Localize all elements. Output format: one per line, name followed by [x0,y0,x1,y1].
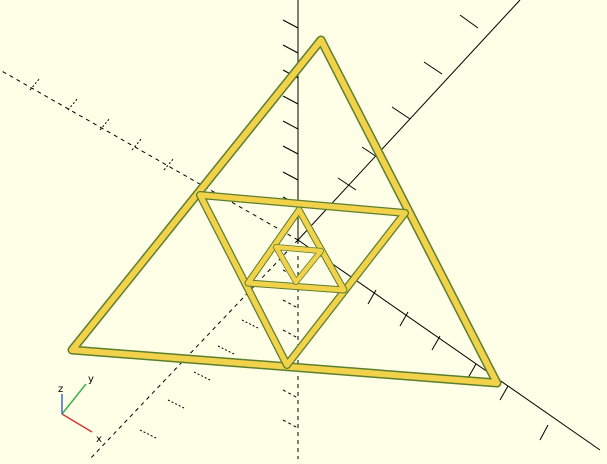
level4-triangle[interactable] [273,244,324,285]
y-axis-positive [297,0,521,241]
gizmo-z-label: z [58,384,63,395]
gizmo-y-axis [61,383,87,415]
x-axis-positive [297,239,601,451]
nested-triangle-model[interactable] [67,35,502,388]
outer-triangle-shadow [67,35,502,388]
gizmo-x-axis [61,413,93,433]
gizmo-x-label: x [96,434,102,445]
y-axis-negative [89,239,299,460]
x-axis-negative [0,69,299,241]
orientation-gizmo: x y z [58,374,102,445]
gizmo-y-label: y [88,374,94,385]
y-axis-ticks [337,14,479,191]
x-axis-ticks [367,289,549,441]
